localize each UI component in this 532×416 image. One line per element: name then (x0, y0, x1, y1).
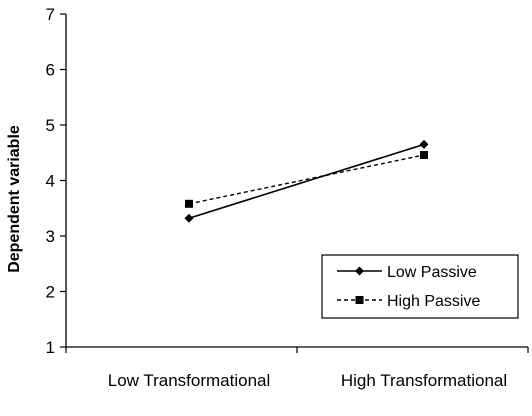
legend-entry-low-passive: Low Passive (337, 264, 477, 281)
series-line (188, 143, 425, 220)
y-tick-label: 4 (46, 172, 55, 191)
y-tick-label: 2 (46, 283, 55, 302)
legend-entry-high-passive: High Passive (337, 293, 480, 310)
y-axis-title: Dependent variable (6, 125, 23, 273)
data-point (420, 150, 428, 159)
series-line (188, 154, 425, 205)
series-layer (184, 139, 429, 223)
y-tick-label: 5 (46, 116, 55, 135)
legend-box (321, 254, 519, 319)
x-category-label: High Transformational (341, 371, 507, 390)
legend-label-high-passive: High Passive (387, 293, 480, 310)
legend-label-low-passive: Low Passive (387, 264, 477, 281)
legend-marker-square (355, 296, 364, 304)
y-tick-label: 3 (46, 227, 55, 246)
y-tick-label: 7 (46, 5, 55, 24)
x-category-label: Low Transformational (108, 371, 271, 390)
x-ticks: Low Transformational High Transformationa… (65, 347, 529, 390)
legend-marker-diamond (355, 266, 364, 276)
data-point (184, 213, 194, 223)
data-point (419, 139, 429, 149)
data-point (185, 199, 193, 208)
legend: Low Passive High Passive (321, 254, 519, 319)
y-tick-label: 1 (46, 338, 55, 357)
y-ticks: 1 2 3 4 5 6 7 (46, 5, 66, 357)
y-tick-label: 6 (46, 61, 55, 80)
